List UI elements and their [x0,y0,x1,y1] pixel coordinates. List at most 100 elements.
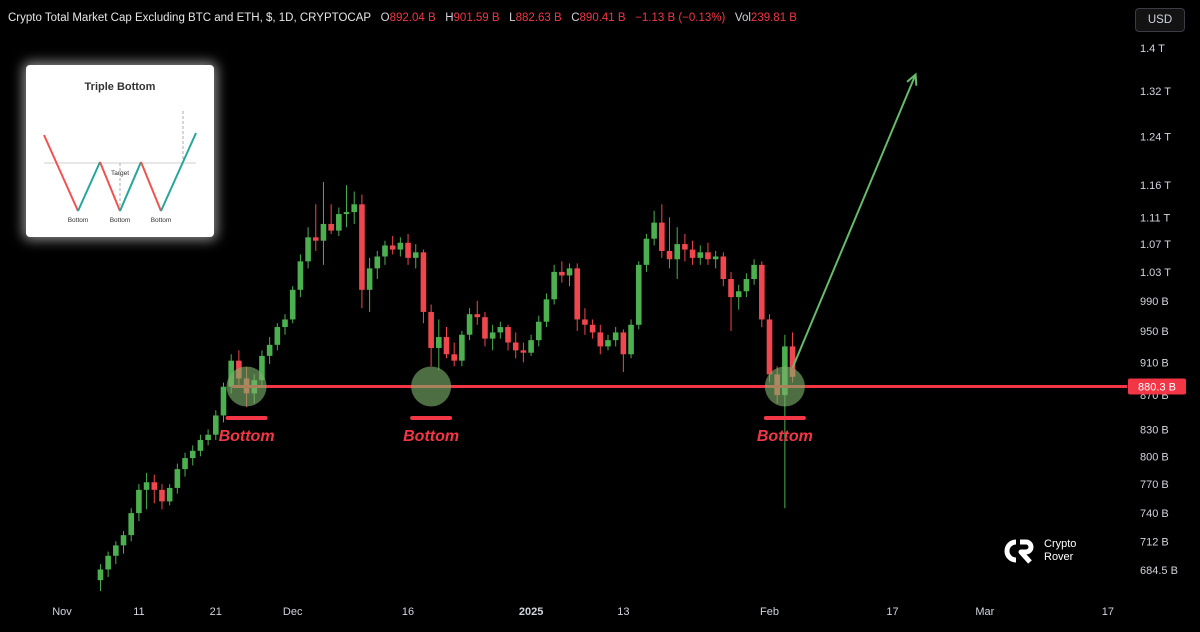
pattern-bottom-label: Bottom [151,217,172,224]
pattern-leg [119,161,142,212]
crypto-rover-logo-icon [1004,539,1034,564]
high-value: 901.59 B [453,12,500,24]
x-tick-label: 17 [886,606,898,618]
x-tick-label: 16 [402,606,414,618]
candle [651,210,657,246]
candle [174,463,181,494]
candle [528,334,534,356]
y-tick-label: 990 B [1140,296,1169,308]
candle [459,330,465,367]
y-tick-label: 830 B [1140,424,1169,436]
candle [628,319,634,359]
candle [612,327,619,347]
y-tick-label: 1.03 T [1140,267,1171,279]
support-price-label: 880.3 B [1138,381,1176,393]
candle [428,304,434,367]
close-label: C [571,12,580,24]
y-tick-label: 770 B [1140,479,1169,491]
y-tick-label: 1.07 T [1140,239,1171,251]
candle [451,342,457,367]
candle [213,410,219,441]
candle [412,244,419,269]
candle [559,261,565,283]
candle [643,233,650,272]
y-tick-label: 1.11 T [1140,212,1170,224]
candle [282,314,288,335]
candle [535,315,542,347]
candle [758,261,765,328]
bottom-circle [764,366,805,407]
candle [497,321,504,339]
target-label: Target [111,170,129,177]
pattern-leg [99,161,121,212]
support-price-tag [1128,378,1186,395]
y-tick-label: 800 B [1140,451,1169,463]
candle [105,551,111,577]
candle [182,452,188,477]
y-tick-label: 910 B [1140,357,1169,369]
x-tick-label: 11 [133,606,144,618]
candle [189,445,196,466]
candle [159,484,165,510]
candle [312,204,319,251]
candle [389,235,396,255]
candle [751,259,757,285]
candle [136,484,142,522]
candle [289,286,296,324]
candle [443,327,450,359]
candle [328,204,334,234]
candle [505,324,511,351]
x-tick-label: 17 [1102,606,1114,618]
candle [97,564,104,592]
y-tick-label: 1.4 T [1140,43,1165,55]
candle [659,204,665,258]
candle [405,233,411,265]
bottom-label: Bottom [757,428,813,445]
currency-button[interactable]: USD [1135,8,1185,32]
x-tick-label: Mar [975,606,994,618]
candle [205,429,211,446]
candle [474,300,481,325]
candle [197,434,204,457]
candle [274,323,281,351]
candle [305,227,311,269]
candle [597,324,604,355]
candle [782,334,788,509]
pattern-bottom-label: Bottom [110,217,131,224]
candle [620,329,627,372]
candle [113,541,119,565]
candle [436,319,442,371]
candle [712,250,719,269]
candle [489,324,496,351]
low-value: 882.63 B [515,12,562,24]
candle [220,382,227,423]
candle [366,257,373,312]
x-tick-label: Feb [760,606,779,618]
symbol-title: Crypto Total Market Cap Excluding BTC an… [8,12,372,24]
pattern-diagram: Target Bottom Bottom Bottom [43,111,197,224]
candle [336,207,342,236]
y-tick-label: 740 B [1140,508,1169,520]
projection-arrowhead [906,72,918,86]
bottom-label: Bottom [219,428,275,445]
x-axis: Nov 11 21 Dec 16 2025 13 Feb 17 Mar 17 [52,606,1114,618]
y-tick-label: 1.32 T [1140,86,1171,98]
logo-text: Crypto Rover [1044,538,1076,564]
candle [674,227,680,280]
candle [766,314,773,383]
candle [589,319,596,339]
candle [166,484,173,506]
candle [466,308,473,341]
candle [551,264,557,305]
y-tick-label: 950 B [1140,326,1169,338]
candle [582,308,588,335]
candle [397,237,404,257]
candle [482,311,488,347]
pattern-leg [43,134,79,212]
chart-header: Crypto Total Market Cap Excluding BTC an… [8,12,797,24]
volume-value: 239.81 B [750,12,797,24]
pattern-bottom-label: Bottom [68,217,89,224]
candle [682,233,688,262]
candle [520,342,527,363]
